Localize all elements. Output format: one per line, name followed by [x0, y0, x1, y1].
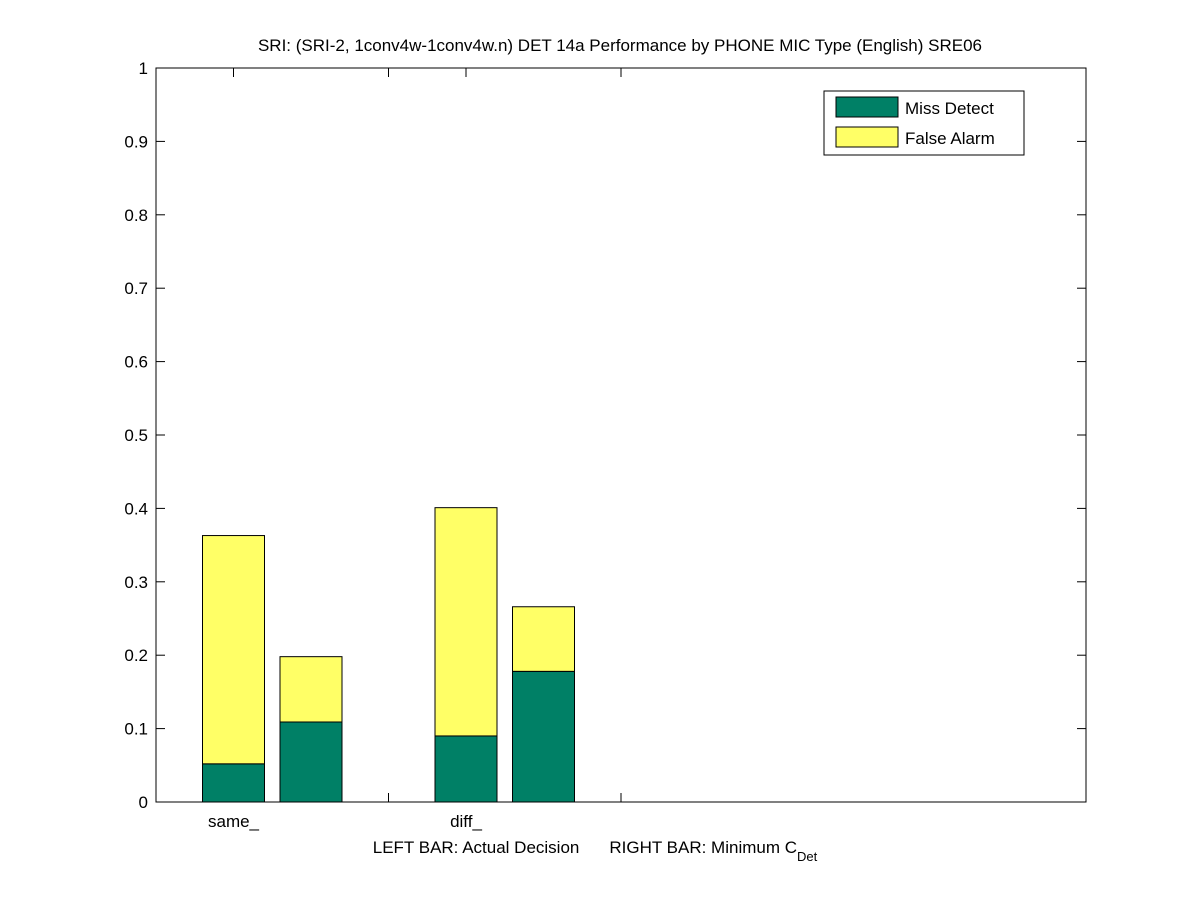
bar-false-alarm-same-actual — [202, 535, 265, 765]
y-tick-label: 0.1 — [124, 720, 148, 739]
x-axis-label: LEFT BAR: Actual Decision RIGHT BAR: Mini… — [373, 838, 818, 864]
x-tick-label: same_ — [208, 812, 260, 831]
bar-miss-detect-same-actual — [202, 763, 265, 803]
y-tick-label: 0.5 — [124, 426, 148, 445]
y-tick-label: 0.9 — [124, 132, 148, 151]
legend-swatch — [835, 126, 899, 148]
bar-false-alarm-diff-actual — [434, 507, 498, 737]
legend-label: False Alarm — [905, 129, 995, 148]
y-axis: 0 0.1 0.2 0.3 0.4 0.5 0.6 0.7 0.8 0.9 1 — [124, 59, 1086, 812]
y-tick-label: 0.6 — [124, 353, 148, 372]
chart-title: SRI: (SRI-2, 1conv4w-1conv4w.n) DET 14a … — [258, 36, 982, 55]
bar-miss-detect-diff-actual — [434, 735, 498, 803]
y-tick-label: 0.8 — [124, 206, 148, 225]
bar-false-alarm-same-minimum — [279, 656, 343, 723]
bars — [202, 507, 575, 803]
legend-swatch — [835, 96, 899, 118]
x-axis-label-left: LEFT BAR: Actual Decision — [373, 838, 580, 857]
legend-label: Miss Detect — [905, 99, 994, 118]
bar-false-alarm-diff-minimum — [512, 606, 575, 672]
y-tick-label: 0.3 — [124, 573, 148, 592]
bar-miss-detect-same-minimum — [279, 721, 343, 803]
y-tick-label: 0.2 — [124, 646, 148, 665]
bar-miss-detect-diff-minimum — [512, 670, 575, 803]
x-axis-label-right: RIGHT BAR: Minimum C — [609, 838, 797, 857]
x-axis: same_ diff_ — [208, 68, 622, 831]
y-tick-label: 1 — [139, 59, 148, 78]
legend: Miss Detect False Alarm — [823, 90, 1025, 156]
x-axis-label-subscript: Det — [797, 849, 818, 864]
y-tick-label: 0.4 — [124, 499, 148, 518]
y-tick-label: 0 — [139, 793, 148, 812]
x-tick-label: diff_ — [450, 812, 482, 831]
y-tick-label: 0.7 — [124, 279, 148, 298]
